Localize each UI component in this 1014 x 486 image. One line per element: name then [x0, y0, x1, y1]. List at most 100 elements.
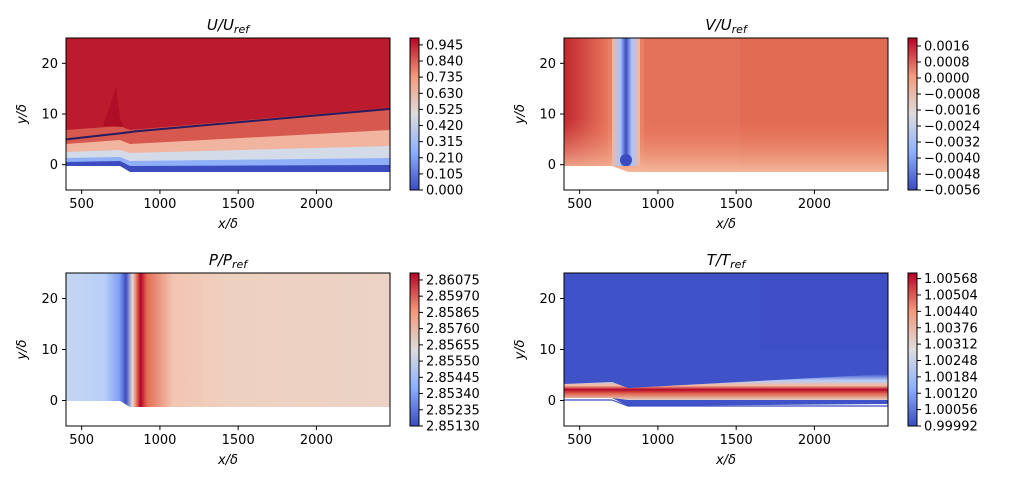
- colorbar-tick-label: 0.000: [426, 184, 463, 199]
- colorbar-tick-label: 1.00184: [924, 370, 978, 385]
- colorbar-tick-label: 2.85970: [426, 290, 480, 305]
- x-tick-label: 1500: [222, 433, 255, 448]
- y-tick-label: 10: [539, 108, 556, 123]
- x-tick-label: 500: [567, 197, 592, 212]
- colorbar-tick-label: 1.00376: [924, 321, 978, 336]
- y-tick-label: 0: [548, 158, 556, 173]
- y-tick-label: 20: [41, 292, 58, 307]
- axes-v: V/Uref 500 1000 1500 2000 0 10 20 x/δ y/δ: [513, 16, 889, 232]
- colorbar-tick-label: 2.85760: [426, 322, 480, 337]
- axes-t: T/Tref 500 1000 1500 2000 0 10 20 x/δ y/δ: [513, 251, 889, 468]
- y-tick-label: 0: [548, 394, 556, 409]
- colorbar-gradient: [907, 272, 918, 427]
- x-axis-label: x/δ: [715, 217, 736, 232]
- y-tick-label: 20: [539, 292, 556, 307]
- colorbar-u: 0.945 0.8400.7350.6300.5250.4200.3150.210…: [409, 37, 463, 199]
- x-tick-label: 1500: [720, 197, 753, 212]
- y-tick-label: 10: [41, 108, 58, 123]
- panel-title: U/Uref: [207, 16, 251, 36]
- y-axis-label: y/δ: [15, 104, 30, 125]
- x-tick-label: 2000: [798, 197, 831, 212]
- colorbar-tick-label: 0.0016: [924, 40, 970, 55]
- colorbar-tick-label: 0.630: [426, 87, 463, 102]
- y-axis-label: y/δ: [513, 339, 528, 360]
- colorbar-v: 0.00160.00080.0000−0.0008−0.0016−0.0024−…: [907, 37, 980, 199]
- colorbar-tick-label: 0.210: [426, 151, 463, 166]
- y-tick-label: 10: [539, 343, 556, 358]
- y-axis-label: y/δ: [513, 104, 528, 125]
- colorbar-tick-label: 1.00120: [924, 387, 978, 402]
- colorbar-tick-label: 0.105: [426, 167, 463, 182]
- colorbar-tick-label: 2.85445: [426, 371, 480, 386]
- colorbar-tick-label: −0.0024: [924, 120, 980, 135]
- panel-title: T/Tref: [707, 251, 748, 271]
- field-t: [564, 273, 888, 426]
- x-tick-label: 2000: [798, 433, 831, 448]
- colorbar-tick-label: 0.945: [426, 38, 463, 53]
- colorbar-tick-label: 1.00568: [924, 272, 978, 287]
- colorbar-tick-label: 0.0000: [924, 72, 970, 87]
- x-tick-label: 1000: [641, 433, 674, 448]
- panel-title: V/Uref: [705, 16, 749, 36]
- x-tick-label: 2000: [300, 197, 333, 212]
- colorbar-tick-label: 1.00440: [924, 305, 978, 320]
- colorbar-tick-label: 0.525: [426, 103, 463, 118]
- colorbar-tick-label: 2.85130: [426, 420, 480, 435]
- colorbar-tick-label: 2.86075: [426, 273, 480, 288]
- x-tick-label: 1500: [720, 433, 753, 448]
- colorbar-tick-label: −0.0040: [924, 152, 980, 167]
- y-tick-label: 20: [539, 57, 556, 72]
- y-tick-label: 0: [50, 158, 58, 173]
- colorbar-tick-label: 0.99992: [924, 420, 978, 435]
- colorbar-tick-label: 0.315: [426, 135, 463, 150]
- x-tick-label: 500: [69, 197, 94, 212]
- colorbar-tick-label: −0.0008: [924, 88, 980, 103]
- x-axis-label: x/δ: [217, 217, 238, 232]
- x-tick-label: 500: [567, 433, 592, 448]
- y-tick-label: 10: [41, 343, 58, 358]
- colorbar-tick-label: 2.85340: [426, 387, 480, 402]
- panel-v: [564, 38, 888, 190]
- contour-line-u: [65, 107, 391, 141]
- y-tick-label: 0: [50, 394, 58, 409]
- colorbar-tick-label: −0.0032: [924, 136, 980, 151]
- colorbar-tick-label: 2.85235: [426, 403, 480, 418]
- colorbar-tick-label: −0.0016: [924, 104, 980, 119]
- colorbar-gradient: [409, 37, 420, 191]
- y-axis-label: y/δ: [15, 339, 30, 360]
- y-tick-label: 20: [41, 57, 58, 72]
- colorbar-tick-label: 1.00504: [924, 289, 978, 304]
- panel-t: [564, 273, 888, 426]
- colorbar-tick-label: 0.420: [426, 119, 463, 134]
- colorbar-tick-label: 1.00056: [924, 403, 978, 418]
- axes-p: P/Pref 500 1000 1500 2000 0 10 20 x/δ y/δ: [15, 251, 391, 468]
- colorbar-tick-label: 2.85655: [426, 338, 480, 353]
- axes-u: U/Uref 500 1000 1500 2000 0 10 20 x/δ y/δ: [15, 16, 391, 232]
- x-axis-label: x/δ: [715, 453, 736, 468]
- panel-u: [65, 38, 391, 190]
- colorbar-tick-label: −0.0056: [924, 184, 980, 199]
- colorbar-tick-label: 2.85550: [426, 355, 480, 370]
- x-tick-label: 1000: [641, 197, 674, 212]
- x-tick-label: 2000: [300, 433, 333, 448]
- x-tick-label: 1500: [222, 197, 255, 212]
- panel-title: P/Pref: [209, 251, 249, 271]
- colorbar-gradient: [907, 37, 918, 191]
- field-v: [564, 38, 888, 190]
- x-tick-label: 1000: [143, 433, 176, 448]
- colorbar-tick-label: 1.00248: [924, 354, 978, 369]
- x-tick-label: 1000: [143, 197, 176, 212]
- x-tick-label: 500: [69, 433, 94, 448]
- colorbar-tick-label: 1.00312: [924, 338, 978, 353]
- colorbar-tick-label: 0.840: [426, 55, 463, 70]
- panel-p: [66, 273, 390, 426]
- colorbar-tick-label: 0.0008: [924, 56, 970, 71]
- x-axis-label: x/δ: [217, 453, 238, 468]
- field-p: [66, 273, 390, 426]
- colorbar-gradient: [409, 272, 420, 427]
- colorbar-tick-label: 2.85865: [426, 306, 480, 321]
- colorbar-tick-label: 0.735: [426, 71, 463, 86]
- colorbar-tick-label: −0.0048: [924, 168, 980, 183]
